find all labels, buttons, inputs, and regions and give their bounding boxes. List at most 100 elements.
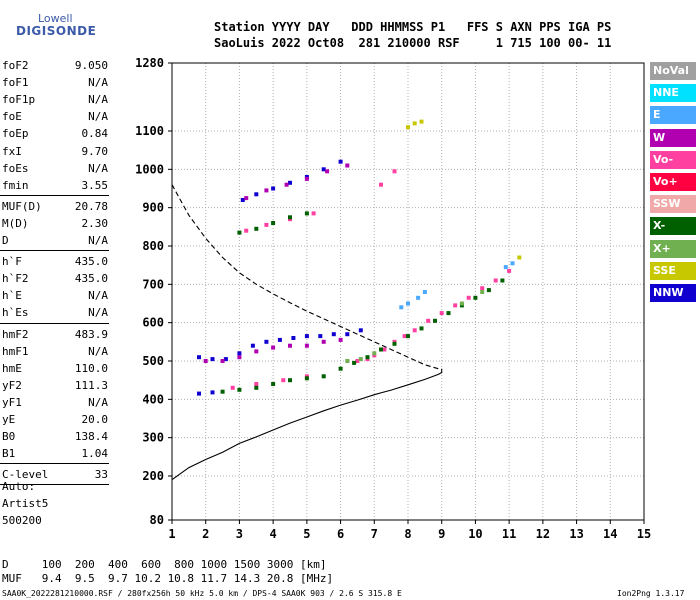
param-row: B0 138.4 [2,430,108,444]
param-value: 110.0 [74,361,108,375]
data-point-vo- [507,268,512,273]
y-tick-label: 600 [142,316,164,330]
param-name: h`F [2,255,22,269]
data-point-nnw [210,390,215,395]
param-row: hmF2 483.9 [2,328,108,342]
muf-row: MUF 9.4 9.5 9.7 10.2 10.8 11.7 14.3 20.8… [2,572,334,585]
data-point-x- [271,221,276,225]
header-line-2: SaoLuis 2022 Oct08 281 210000 RSF 1 715 … [214,36,612,50]
param-row: fxI 9.70 [2,145,108,159]
y-tick-label: 500 [142,354,164,368]
param-value: N/A [88,93,108,107]
param-row: foF1p N/A [2,93,108,107]
data-point-w [271,345,276,350]
param-value: 20.0 [81,413,109,426]
y-tick-label: 200 [142,469,164,483]
x-tick-label: 4 [270,527,277,541]
legend-item: X+ [650,239,696,258]
legend-item: NoVal [650,62,696,80]
chart-profile-lines [171,184,443,481]
x-tick-label: 8 [404,527,411,541]
data-point-nnw [264,339,269,344]
data-point-w [304,343,309,348]
data-point-nnw [288,180,292,185]
x-tick-label: 5 [303,527,310,541]
data-point-w [203,359,208,363]
data-point-nnw [271,186,276,191]
data-point-nnw [237,351,242,356]
y-tick-label: 900 [142,201,164,215]
data-point-x- [433,318,437,323]
data-point-vo- [379,182,383,187]
data-point-x- [237,387,242,392]
x-tick-label: 10 [468,527,482,541]
data-point-sse [412,121,417,126]
data-point-x- [304,211,309,216]
param-value: 9.70 [81,144,109,158]
param-value: N/A [88,110,108,124]
data-point-w [338,337,343,342]
legend-item: NNE [650,84,696,103]
data-point-x- [486,288,491,293]
param-value: 2.30 [81,216,109,230]
data-point-x- [237,230,242,235]
param-separator [0,484,109,486]
y-tick-label: 1280 [135,56,164,70]
data-point-vo- [311,211,316,216]
data-point-e [510,261,515,266]
data-point-w [254,349,259,354]
data-point-x- [406,334,410,339]
data-point-x- [379,347,383,352]
param-row: h`F 435.0 [2,255,108,269]
y-tick-label: 400 [142,392,164,406]
data-point-x- [321,374,326,379]
param-row: MUF(D) 20.78 [2,200,108,214]
legend-item: E [650,106,696,125]
data-point-sse [517,255,522,260]
data-point-w [325,169,330,174]
x-tick-label: 14 [603,527,617,541]
data-point-x- [500,278,505,283]
data-point-vo- [439,311,444,316]
param-row: h`E N/A [2,289,108,303]
param-row: fmin 3.55 [2,179,108,193]
y-tick-label: 800 [142,239,164,253]
legend-item: Vo- [650,150,696,169]
x-tick-label: 1 [168,527,175,541]
data-point-w [220,359,225,363]
param-name: foF1p [2,93,36,107]
param-value: 138.4 [74,430,108,444]
data-point-w [345,163,350,168]
data-point-x- [220,389,225,394]
x-tick-label: 13 [569,527,583,541]
data-point-nnw [291,336,296,340]
profile-solid-line [171,368,443,481]
param-name: hmE [2,361,22,375]
param-row: foE N/A [2,110,108,124]
param-name: hmF1 [2,344,29,358]
param-name: B0 [2,430,16,444]
parameter-panel: foF2 9.050 foF1 N/A foF1p N/A foE N/A foEp 0.84 fx… [0,0,110,560]
data-point-vo- [402,334,407,339]
param-value: N/A [88,344,108,358]
data-point-x- [392,341,397,346]
param-value: N/A [88,76,108,90]
param-row: D N/A [2,234,108,248]
data-point-x- [254,226,259,231]
data-point-vo- [355,359,360,363]
data-point-nnw [250,343,255,348]
param-value: 3.55 [81,178,109,192]
data-point-x- [288,215,292,220]
data-point-vo- [480,286,485,291]
data-point-w [288,343,292,348]
data-point-vo- [264,222,269,227]
param-value: 1.04 [81,447,109,461]
data-point-w [321,339,326,344]
x-tick-label: 2 [202,527,209,541]
param-value: 20.78 [74,199,108,213]
data-point-x- [419,326,424,331]
param-value: 33 [94,468,108,482]
data-point-w [264,188,269,193]
data-point-vo- [466,295,471,300]
data-point-x- [288,378,292,383]
